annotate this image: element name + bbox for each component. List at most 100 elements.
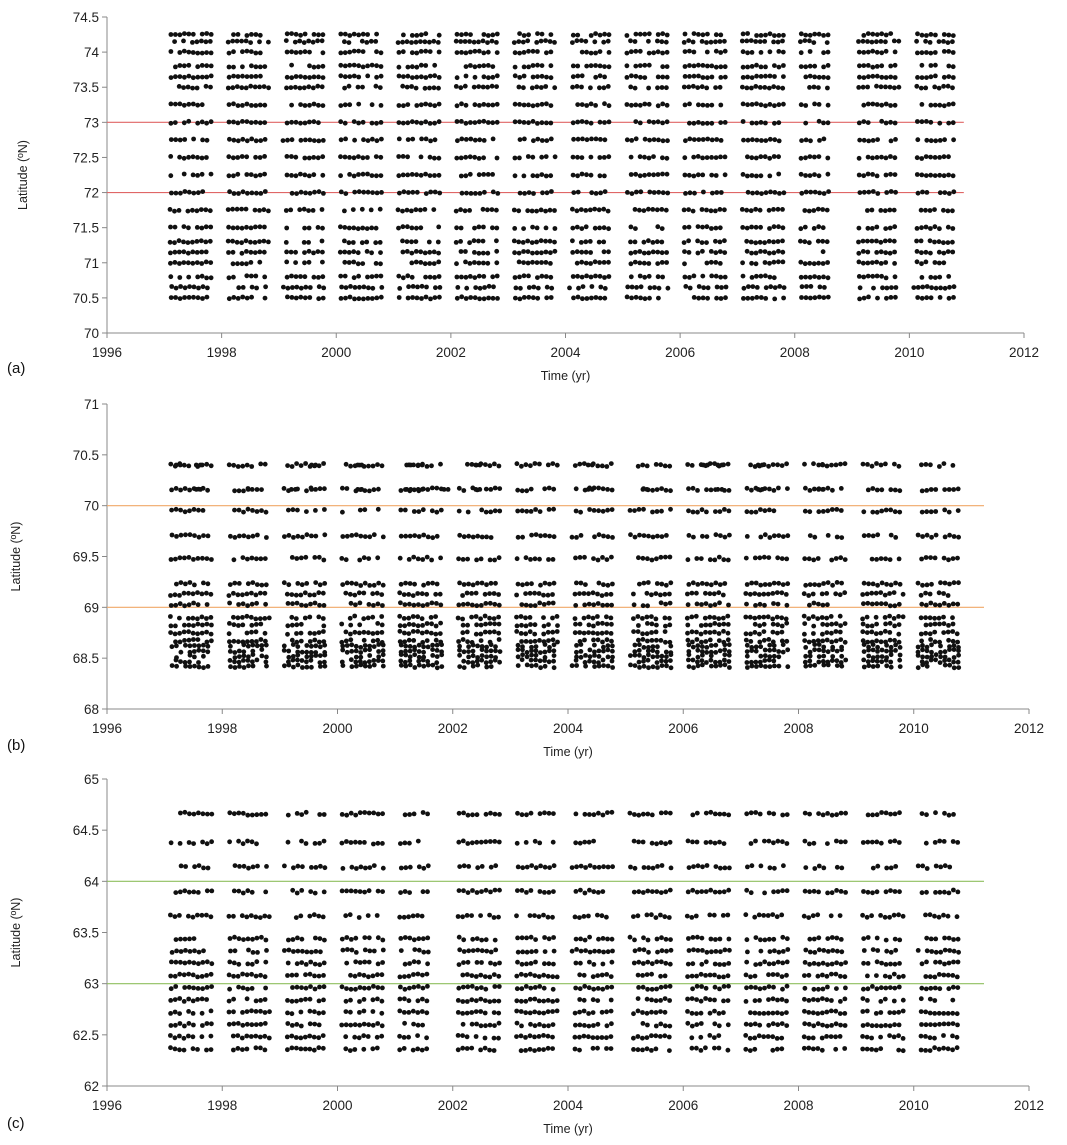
data-point [378,64,384,69]
data-point [539,172,545,178]
data-point [458,155,464,161]
data-point [428,138,433,144]
data-point [421,654,427,660]
data-point [351,62,357,68]
data-point [631,1047,636,1052]
data-point [412,665,418,670]
data-point [856,120,862,126]
data-point [708,603,713,608]
data-point [183,581,188,587]
data-point [285,294,290,300]
data-point [532,638,538,644]
data-point [584,103,590,108]
data-point [480,238,486,244]
data-point [825,171,831,177]
data-point [637,48,643,54]
data-point [745,189,751,195]
data-point [374,590,380,596]
data-point [486,75,491,81]
data-point [726,649,732,654]
data-point [718,64,724,70]
data-point [463,73,469,79]
data-point [286,659,291,665]
data-point [259,643,265,648]
data-point [874,273,880,279]
data-point [704,224,710,230]
data-point [512,173,518,179]
data-point [820,986,826,992]
data-point [664,663,669,669]
data-point [515,534,521,540]
data-point [343,590,349,596]
data-point [717,207,723,212]
data-point [356,74,362,80]
data-point [258,73,263,79]
data-point [770,1010,776,1016]
data-point [249,622,255,628]
data-point [235,464,241,469]
data-point [201,653,206,659]
data-point [293,154,299,160]
data-point [317,660,323,665]
data-point [932,602,938,608]
data-point [590,615,596,621]
data-point [694,983,700,989]
data-point [195,1047,200,1052]
data-point [745,154,750,160]
data-point [258,1021,264,1027]
data-point [367,488,372,494]
data-point [196,664,202,670]
data-point [527,1010,533,1016]
data-point [533,644,539,649]
data-point [413,249,419,254]
data-point [286,648,292,654]
data-point [263,601,268,607]
data-point [286,582,292,588]
data-point [896,614,901,619]
data-point [820,249,826,255]
data-point [606,226,611,232]
data-point [422,261,428,267]
data-point [195,102,201,108]
data-point [775,39,781,45]
data-point [295,507,300,513]
data-point [514,614,519,620]
data-point [258,621,264,627]
data-point [691,295,697,300]
data-point [191,557,196,562]
data-point [596,207,602,213]
data-point [591,556,596,561]
data-point [945,629,951,635]
data-point [914,155,920,161]
data-point [820,631,825,637]
data-point [405,120,411,126]
data-point [320,154,326,160]
data-point [640,1021,646,1026]
data-point [937,172,943,178]
data-point [469,997,475,1003]
data-point [650,249,656,255]
data-point [574,208,580,214]
data-point [293,274,299,279]
data-point [432,73,438,79]
data-point [714,137,720,142]
data-point [644,614,650,620]
data-point [418,225,424,231]
data-point [650,509,655,515]
data-point [367,643,373,649]
data-point [454,31,460,37]
data-point [816,275,822,280]
data-point [753,250,759,256]
data-point [896,1022,902,1028]
data-point [523,555,529,561]
data-point [807,663,813,668]
data-point [924,644,930,650]
data-point [816,601,821,607]
data-point [374,138,380,144]
data-point [494,207,499,213]
data-point [784,620,790,626]
data-point [595,591,600,597]
data-point [545,1033,551,1039]
data-point [590,1045,596,1051]
data-point [691,173,697,179]
